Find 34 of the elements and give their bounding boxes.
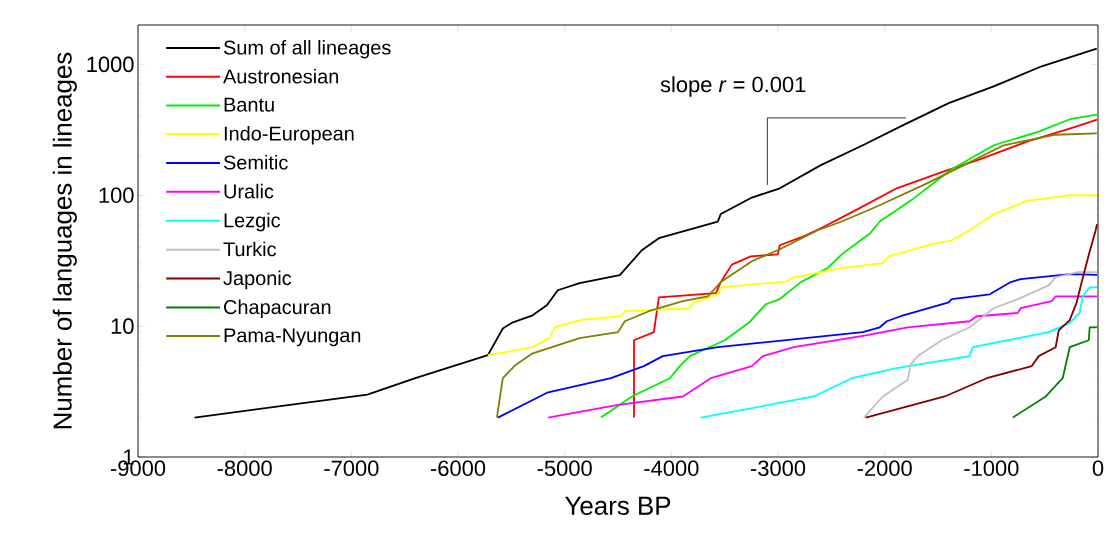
y-tick-label: 100 bbox=[99, 187, 134, 204]
legend-label: Lezgic bbox=[224, 212, 281, 232]
legend-label: Austronesian bbox=[223, 68, 339, 84]
x-axis-title: Years BP bbox=[565, 496, 671, 515]
line-series bbox=[699, 286, 1098, 419]
legend-label: Indo-European bbox=[224, 126, 354, 145]
line-series bbox=[496, 132, 1098, 419]
line-series bbox=[862, 271, 1098, 419]
x-tick-label: -4000 bbox=[644, 460, 699, 477]
x-tick-label: -2000 bbox=[857, 460, 912, 477]
x-tick-label: -6000 bbox=[430, 460, 486, 477]
legend-label: Sum of all lineages bbox=[223, 39, 391, 59]
y-axis-title: Number of languages in lineages bbox=[52, 52, 77, 429]
annotation: slope r = 0.001 bbox=[660, 76, 806, 97]
legend-label: Uralic bbox=[224, 183, 274, 199]
line-series bbox=[1011, 326, 1098, 419]
x-tick-label: -5000 bbox=[537, 460, 592, 477]
legend-label: Bantu bbox=[224, 97, 274, 112]
y-tick-label: 1000 bbox=[87, 56, 134, 73]
line-series bbox=[547, 295, 1098, 419]
x-tick-label: -1000 bbox=[964, 460, 1019, 477]
legend-label: Pama-Nyungan bbox=[224, 328, 361, 347]
y-tick-label: 10 bbox=[111, 318, 134, 334]
x-tick-label: -8000 bbox=[217, 460, 272, 477]
line-series bbox=[864, 223, 1098, 419]
legend-label: Japonic bbox=[223, 270, 292, 290]
x-tick-label: 0 bbox=[1092, 460, 1104, 477]
x-tick-label: -3000 bbox=[750, 460, 806, 477]
x-tick-label: -7000 bbox=[324, 460, 379, 477]
legend-label: Semitic bbox=[223, 154, 288, 170]
legend-label: Turkic bbox=[223, 241, 277, 257]
line-series bbox=[486, 194, 1098, 357]
legend-label: Chapacuran bbox=[224, 299, 331, 319]
line-series bbox=[497, 273, 1098, 419]
